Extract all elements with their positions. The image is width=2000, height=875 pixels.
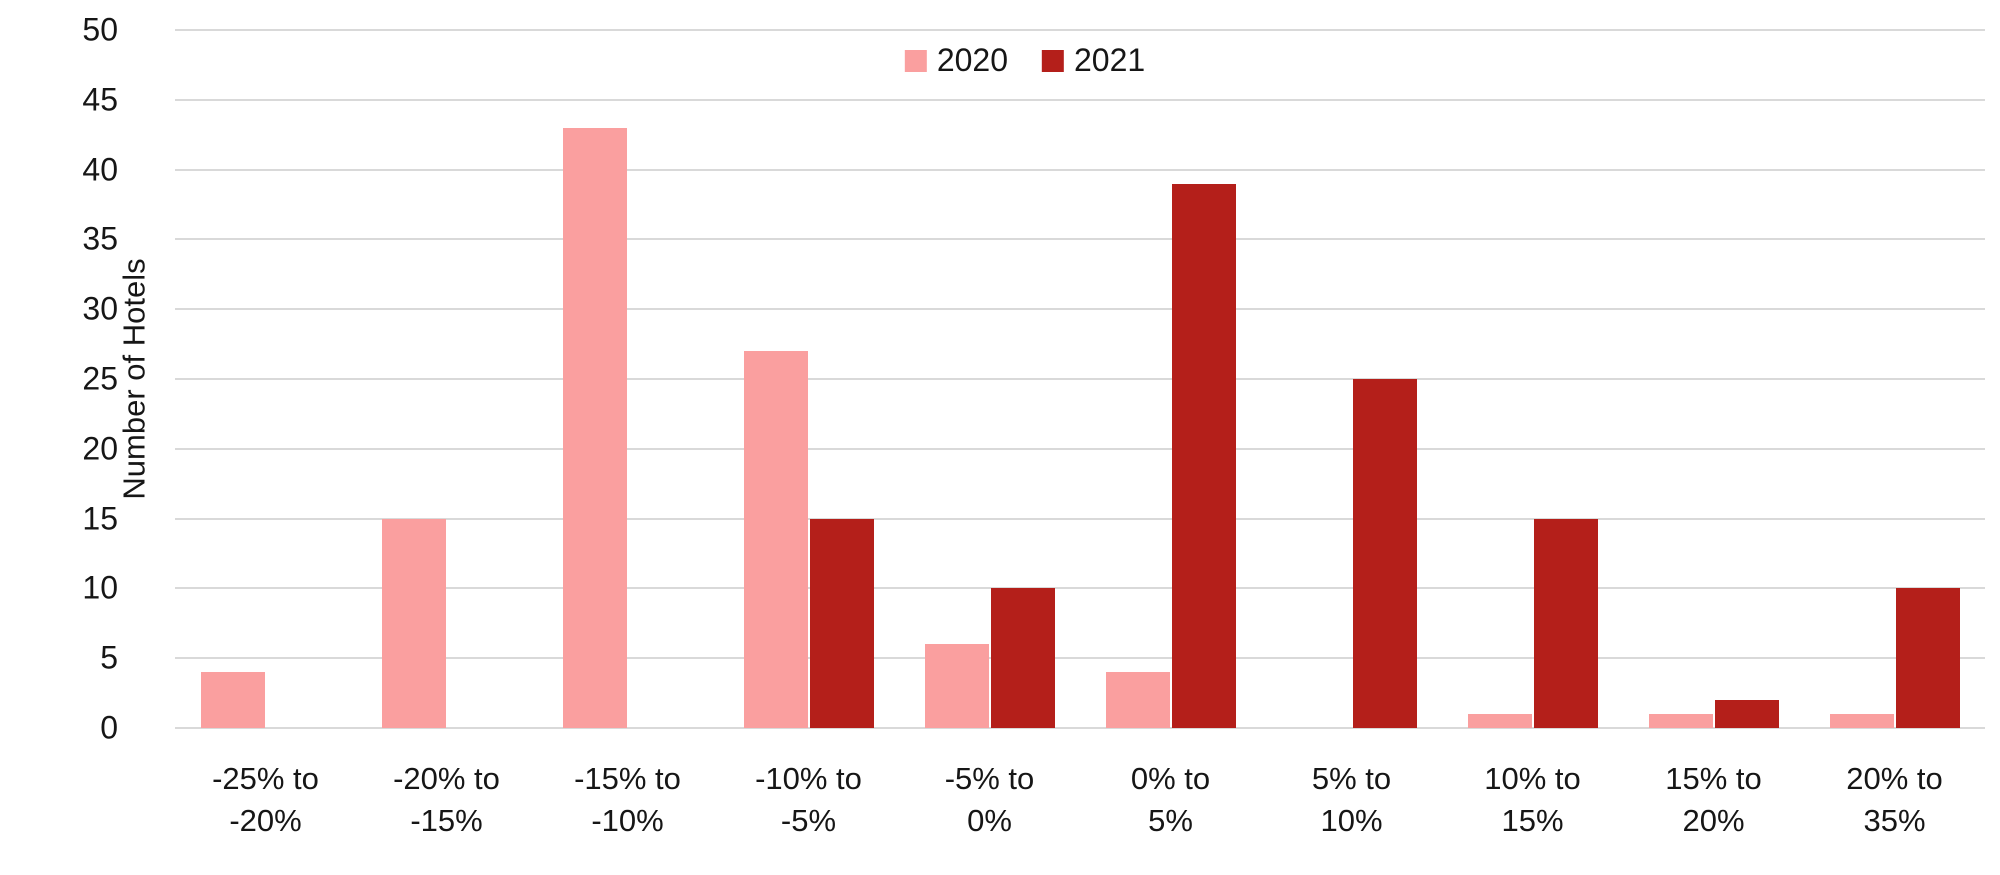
bar-groups	[175, 30, 1985, 728]
y-tick-label: 35	[82, 220, 118, 257]
gridline-y-35	[175, 238, 1985, 241]
y-axis-ticks: 0 5 10 15 20 25 30 35 40 45 50	[0, 0, 118, 875]
x-axis-label-line1: -20% to	[393, 761, 500, 796]
bar-2021-7	[1533, 518, 1598, 728]
gridline-y-40	[175, 168, 1985, 171]
x-axis-label-1: -20% to -15%	[356, 758, 537, 842]
bar-2021-9	[1895, 588, 1960, 728]
bar-2020-1	[381, 518, 446, 728]
x-axis-labels: -25% to -20% -20% to -15% -15% to -10% -10% to…	[175, 758, 1985, 842]
bar-2020-5	[1105, 672, 1170, 728]
bar-group-3	[718, 30, 899, 728]
bar-group-8	[1623, 30, 1804, 728]
legend-marker-icon	[904, 49, 927, 72]
x-axis-label-6: 5% to 10%	[1261, 758, 1442, 842]
x-axis-label-line2: -10%	[591, 803, 664, 838]
x-axis-label-line1: -5% to	[944, 761, 1035, 796]
y-tick-label: 15	[82, 500, 118, 537]
x-axis-label-line1: 20% to	[1846, 761, 1943, 796]
bar-group-9	[1804, 30, 1985, 728]
y-axis-title: Number of Hotels	[116, 258, 152, 500]
legend-marker-icon	[1042, 49, 1064, 72]
bar-2021-5	[1171, 183, 1236, 728]
bar-2020-9	[1829, 714, 1894, 728]
bar-group-5	[1080, 30, 1261, 728]
gridline-y-15	[175, 517, 1985, 520]
gridline-y-50	[175, 29, 1985, 31]
x-axis-label-9: 20% to 35%	[1804, 758, 1985, 842]
x-axis-label-line2: 10%	[1320, 803, 1383, 838]
bar-2021-8	[1714, 700, 1779, 728]
x-axis-label-line2: 35%	[1863, 803, 1926, 838]
y-tick-label: 10	[82, 569, 118, 606]
x-axis-label-line1: -25% to	[212, 761, 319, 796]
x-axis-label-2: -15% to -10%	[537, 758, 718, 842]
x-axis-label-line2: -15%	[410, 803, 483, 838]
legend: 2020 2021	[904, 42, 1145, 79]
gridline-y-5	[175, 657, 1985, 660]
bar-2020-7	[1467, 714, 1532, 728]
x-axis-label-line1: 0% to	[1130, 761, 1211, 796]
x-axis-label-line2: 0%	[967, 803, 1012, 838]
legend-item-2020: 2020	[904, 42, 1008, 79]
bar-2021-6	[1352, 379, 1417, 728]
x-axis-label-3: -10% to -5%	[718, 758, 899, 842]
x-axis-label-line1: 10% to	[1484, 761, 1581, 796]
x-axis-label-line1: -15% to	[574, 761, 681, 796]
bar-2020-2	[562, 127, 627, 728]
x-axis-label-line1: 15% to	[1665, 761, 1762, 796]
bar-2021-4	[990, 588, 1055, 728]
gridline-y-20	[175, 447, 1985, 450]
bar-group-1	[356, 30, 537, 728]
x-axis-label-line2: 15%	[1501, 803, 1564, 838]
legend-label: 2021	[1074, 42, 1146, 78]
legend-label: 2020	[936, 42, 1008, 78]
x-axis-label-line2: 20%	[1682, 803, 1745, 838]
x-axis-label-7: 10% to 15%	[1442, 758, 1623, 842]
bar-group-0	[175, 30, 356, 728]
bar-group-6	[1261, 30, 1442, 728]
x-axis-label-line2: -5%	[780, 803, 837, 838]
y-tick-label: 20	[82, 430, 118, 467]
bar-2020-4	[924, 644, 989, 728]
gridline-y-25	[175, 378, 1985, 380]
bar-2020-8	[1648, 714, 1713, 728]
bar-group-4	[899, 30, 1080, 728]
y-tick-label: 25	[82, 360, 118, 397]
x-axis-label-line2: 5%	[1148, 803, 1193, 838]
y-tick-label: 50	[82, 11, 118, 48]
bar-2020-3	[743, 351, 808, 728]
y-tick-label: 45	[82, 81, 118, 118]
gridline-y-45	[175, 98, 1985, 101]
x-axis-label-4: -5% to 0%	[899, 758, 1080, 842]
x-axis-label-line1: -10% to	[755, 761, 862, 796]
gridline-y-10	[175, 587, 1985, 590]
x-axis-label-line2: -20%	[229, 803, 302, 838]
plot-area	[175, 29, 1985, 729]
x-axis-label-5: 0% to 5%	[1080, 758, 1261, 842]
bar-2020-0	[200, 672, 265, 728]
x-axis-label-8: 15% to 20%	[1623, 758, 1804, 842]
gridline-y-30	[175, 308, 1985, 311]
y-tick-label: 0	[100, 709, 118, 746]
bar-2021-3	[809, 518, 874, 728]
x-axis-label-line1: 5% to	[1311, 761, 1392, 796]
y-tick-label: 30	[82, 290, 118, 327]
x-axis-label-0: -25% to -20%	[175, 758, 356, 842]
legend-item-2021: 2021	[1042, 42, 1145, 79]
y-tick-label: 40	[82, 151, 118, 188]
gridline-y-0	[175, 727, 1985, 729]
bar-group-2	[537, 30, 718, 728]
bar-group-7	[1442, 30, 1623, 728]
y-tick-label: 5	[100, 639, 118, 676]
